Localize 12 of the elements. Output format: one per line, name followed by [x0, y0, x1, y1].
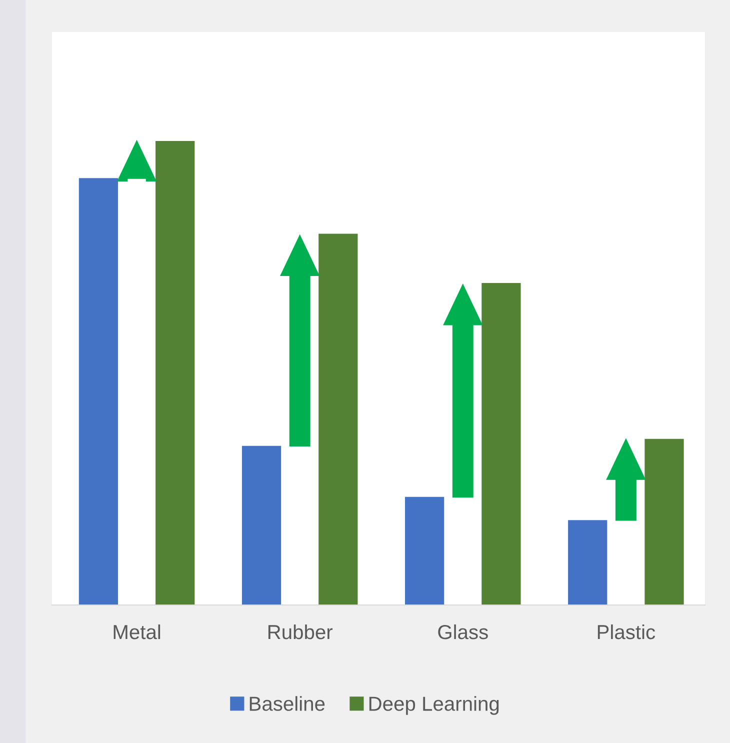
bar	[78, 178, 118, 605]
x-tick-label: Plastic	[598, 624, 656, 640]
bar	[644, 438, 684, 605]
legend-label: Baseline	[250, 696, 325, 711]
x-tick-label: Metal	[114, 624, 160, 640]
bar	[568, 520, 608, 605]
x-tick-label: Rubber	[268, 624, 333, 640]
x-tick-label: Glass	[438, 624, 488, 640]
legend-label: Deep Learning	[369, 696, 499, 715]
bar	[156, 141, 195, 605]
bar	[242, 446, 282, 605]
bar	[404, 496, 444, 605]
